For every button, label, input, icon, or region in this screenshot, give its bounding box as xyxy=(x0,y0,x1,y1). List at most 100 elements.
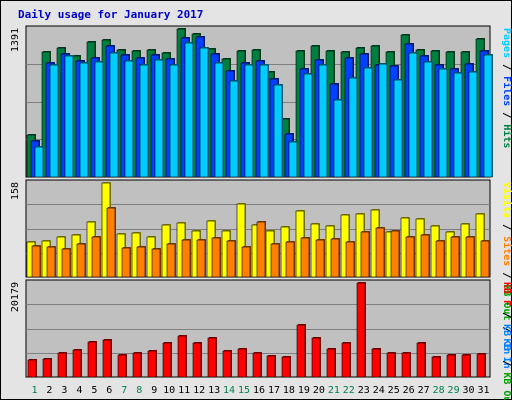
day-label: 10 xyxy=(163,385,175,396)
day-label: 5 xyxy=(91,385,97,396)
bar-kb-f-day-31 xyxy=(476,353,486,378)
bar-pages-day-11 xyxy=(184,42,194,178)
bar-sites-day-17 xyxy=(270,243,280,278)
legend-entry: / xyxy=(501,354,512,372)
legend-entry: / xyxy=(501,306,512,324)
bar-sites-day-27 xyxy=(420,234,430,278)
bar-pages-day-16 xyxy=(259,64,269,178)
bar-pages-day-10 xyxy=(169,64,179,178)
day-label: 6 xyxy=(106,385,112,396)
day-label: 8 xyxy=(136,385,142,396)
series-pages xyxy=(34,42,493,178)
day-label: 27 xyxy=(418,385,430,396)
day-label: 31 xyxy=(477,385,489,396)
panel-kbytes-max-label: 20179 xyxy=(10,282,21,312)
bar-pages-day-19 xyxy=(303,73,313,178)
legend-entry: / xyxy=(501,58,512,76)
bar-kb-f-day-25 xyxy=(386,352,396,378)
bar-kb-f-day-3 xyxy=(57,352,67,378)
bar-sites-day-18 xyxy=(285,241,295,278)
bar-sites-day-6 xyxy=(106,207,116,278)
bar-sites-day-23 xyxy=(360,231,370,278)
day-label: 17 xyxy=(268,385,280,396)
day-label: 11 xyxy=(178,385,190,396)
panel-visits-max-label: 158 xyxy=(10,182,21,200)
bar-kb-f-day-27 xyxy=(416,342,426,378)
panel-kbytes-legend: KB F / KB In / KB Out xyxy=(501,282,512,400)
day-label: 7 xyxy=(121,385,127,396)
legend-entry: KB F xyxy=(501,282,512,306)
bar-sites-day-14 xyxy=(226,240,236,278)
bar-pages-day-20 xyxy=(318,64,328,178)
panel-hits: 1391 Pages / Files / Hits xyxy=(10,25,512,178)
legend-entry: Sites xyxy=(501,236,512,266)
bar-pages-day-1 xyxy=(34,146,44,178)
day-label: 15 xyxy=(238,385,250,396)
bar-kb-f-day-24 xyxy=(371,348,381,378)
bar-kb-f-day-14 xyxy=(222,350,232,378)
series-sites xyxy=(31,207,490,278)
legend-entry: Hits xyxy=(501,124,512,148)
bar-sites-day-15 xyxy=(241,246,251,278)
panel-hits-max-label: 1391 xyxy=(10,28,21,52)
day-label: 12 xyxy=(193,385,205,396)
bar-sites-day-24 xyxy=(375,227,385,278)
bar-pages-day-13 xyxy=(214,62,224,178)
day-label: 4 xyxy=(76,385,82,396)
day-label: 28 xyxy=(433,385,445,396)
bar-pages-day-6 xyxy=(109,52,119,178)
bar-pages-day-30 xyxy=(468,71,478,178)
day-label: 30 xyxy=(463,385,475,396)
legend-entry: Files xyxy=(501,76,512,106)
bar-kb-f-day-4 xyxy=(72,349,82,378)
day-label: 2 xyxy=(46,385,52,396)
bar-kb-f-day-15 xyxy=(237,348,247,378)
bar-kb-f-day-17 xyxy=(266,355,276,378)
bar-pages-day-22 xyxy=(348,77,358,178)
day-label: 3 xyxy=(61,385,67,396)
bar-kb-f-day-18 xyxy=(281,356,291,378)
bar-kb-f-day-11 xyxy=(177,335,187,378)
bar-kb-f-day-12 xyxy=(192,342,202,378)
bar-sites-day-10 xyxy=(166,243,176,278)
bar-kb-f-day-7 xyxy=(117,354,127,378)
bar-pages-day-28 xyxy=(438,68,448,178)
day-label: 14 xyxy=(223,385,235,396)
legend-entry: / xyxy=(501,218,512,236)
panel-hits-legend: Pages / Files / Hits xyxy=(501,28,512,148)
bar-pages-day-25 xyxy=(393,79,403,178)
day-label: 26 xyxy=(403,385,415,396)
day-label: 16 xyxy=(253,385,265,396)
bar-sites-day-12 xyxy=(196,239,206,278)
day-label: 25 xyxy=(388,385,400,396)
legend-entry: / xyxy=(501,266,512,284)
bar-sites-day-20 xyxy=(315,239,325,278)
chart-title: Daily usage for January 2017 xyxy=(18,8,203,21)
bar-kb-f-day-8 xyxy=(132,352,142,378)
panel-visits-legend: Visits / Sites / KB Out / KB In xyxy=(501,182,512,369)
bar-sites-day-4 xyxy=(76,243,86,278)
legend-entry: Visits xyxy=(501,182,512,218)
bar-pages-day-26 xyxy=(408,52,418,178)
bar-pages-day-18 xyxy=(288,141,298,178)
day-label: 18 xyxy=(283,385,295,396)
bar-pages-day-5 xyxy=(94,61,104,178)
bar-kb-f-day-20 xyxy=(311,337,321,378)
day-label: 20 xyxy=(313,385,325,396)
day-label: 21 xyxy=(328,385,340,396)
legend-entry: KB Out xyxy=(501,372,512,400)
bar-pages-day-3 xyxy=(64,55,74,178)
legend-entry: / xyxy=(501,320,512,338)
bar-kb-f-day-22 xyxy=(341,342,351,378)
day-label: 22 xyxy=(343,385,355,396)
bar-kb-f-day-19 xyxy=(296,324,306,378)
bar-pages-day-15 xyxy=(244,64,254,178)
bar-sites-day-28 xyxy=(435,240,445,278)
bar-pages-day-8 xyxy=(139,64,149,178)
bar-kb-f-day-13 xyxy=(207,337,217,378)
bar-sites-day-21 xyxy=(330,238,340,278)
bar-pages-day-29 xyxy=(453,72,463,178)
bar-visits-day-15 xyxy=(236,203,246,278)
bar-kb-f-day-9 xyxy=(147,350,157,378)
legend-entry: KB In xyxy=(501,339,512,369)
